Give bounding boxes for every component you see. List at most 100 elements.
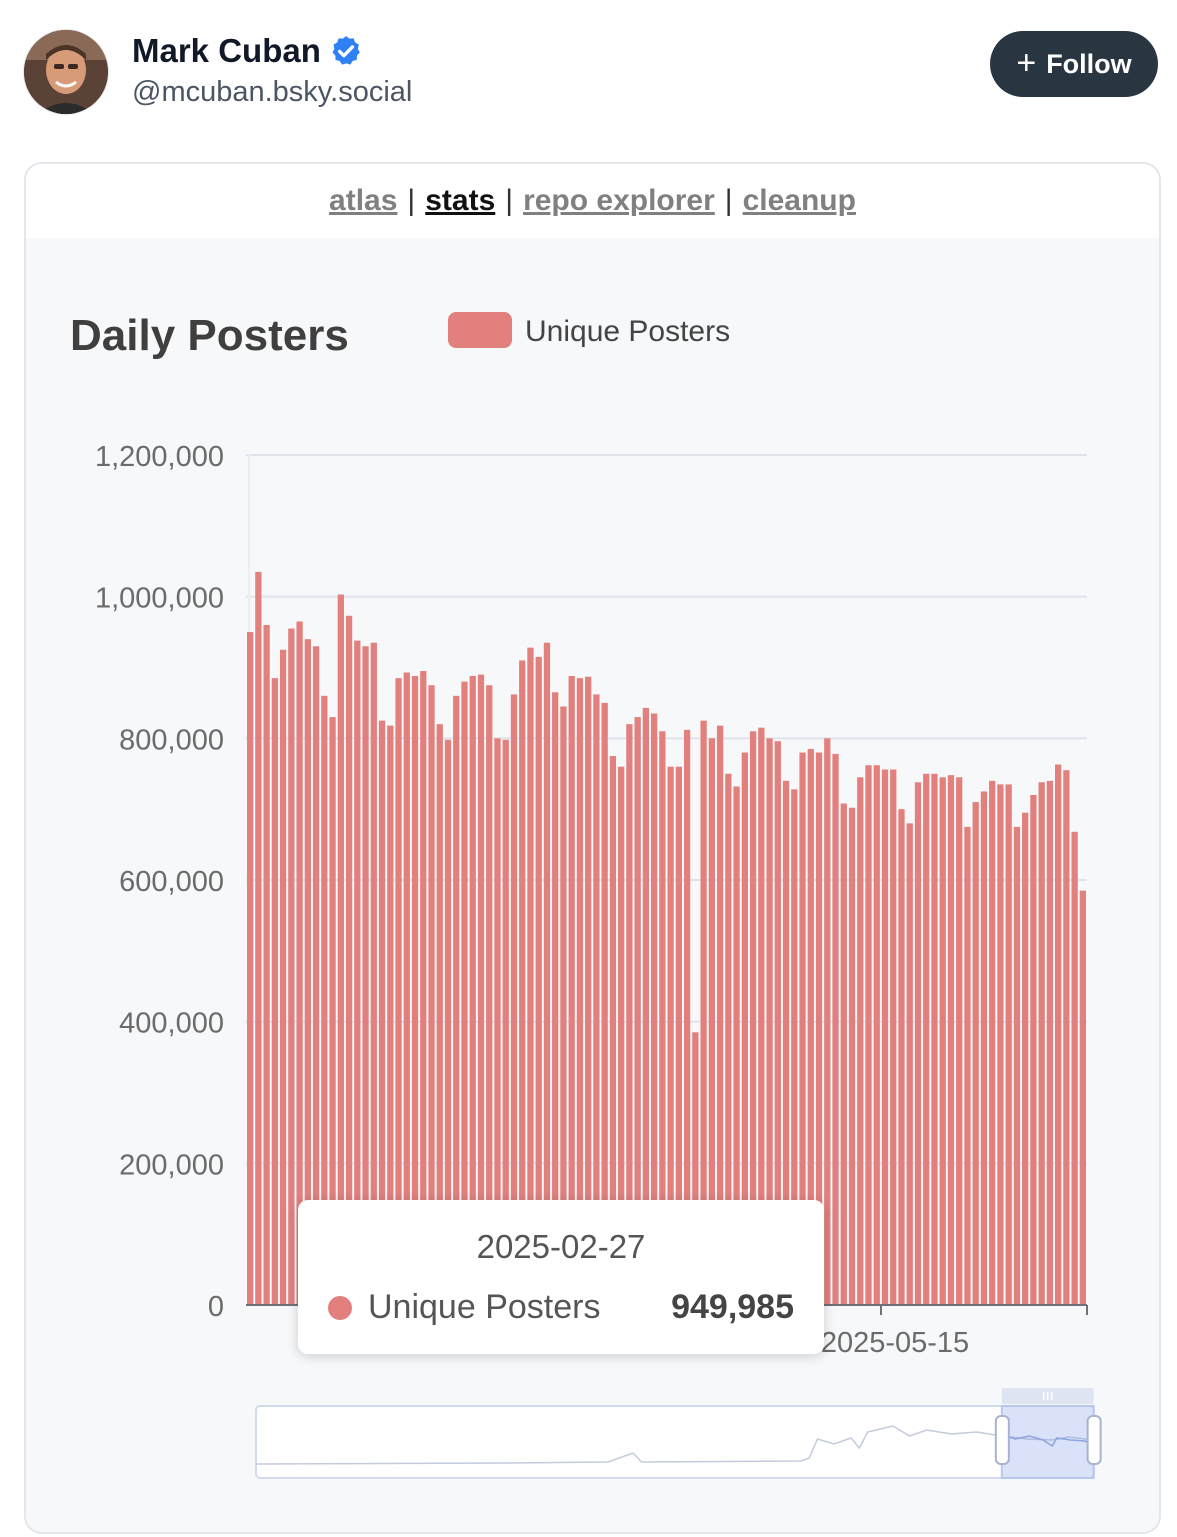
bar[interactable] bbox=[609, 756, 617, 1305]
bar[interactable] bbox=[321, 695, 328, 1305]
bar[interactable] bbox=[354, 640, 361, 1305]
bar[interactable] bbox=[947, 775, 955, 1305]
author-name[interactable]: Mark Cuban bbox=[132, 32, 321, 69]
bar[interactable] bbox=[494, 738, 501, 1305]
bar[interactable] bbox=[675, 766, 682, 1305]
bar[interactable] bbox=[304, 639, 311, 1305]
nav-link-stats[interactable]: stats bbox=[425, 184, 496, 217]
bar[interactable] bbox=[403, 672, 410, 1305]
bar[interactable] bbox=[428, 685, 435, 1305]
bar[interactable] bbox=[815, 752, 823, 1306]
bar[interactable] bbox=[914, 782, 922, 1305]
bar[interactable] bbox=[246, 632, 254, 1305]
avatar[interactable] bbox=[24, 30, 108, 114]
bar[interactable] bbox=[766, 738, 773, 1305]
bar[interactable] bbox=[486, 685, 493, 1305]
nav-link-atlas[interactable]: atlas bbox=[329, 184, 398, 217]
bar[interactable] bbox=[906, 823, 913, 1305]
bar[interactable] bbox=[642, 707, 650, 1306]
bar[interactable] bbox=[263, 625, 270, 1305]
bar[interactable] bbox=[667, 766, 674, 1305]
bar[interactable] bbox=[807, 748, 814, 1305]
bar[interactable] bbox=[791, 789, 798, 1305]
bar[interactable] bbox=[898, 809, 905, 1305]
bar[interactable] bbox=[502, 739, 509, 1305]
bar[interactable] bbox=[585, 676, 592, 1305]
bar[interactable] bbox=[576, 678, 584, 1306]
bar[interactable] bbox=[708, 738, 715, 1305]
bar[interactable] bbox=[1079, 890, 1087, 1306]
bar[interactable] bbox=[535, 656, 542, 1306]
bar[interactable] bbox=[601, 702, 608, 1305]
author-handle[interactable]: @mcuban.bsky.social bbox=[132, 76, 413, 108]
bar[interactable] bbox=[1055, 764, 1062, 1305]
bar[interactable] bbox=[552, 692, 559, 1305]
bar[interactable] bbox=[312, 646, 320, 1305]
bar[interactable] bbox=[626, 724, 633, 1305]
embedded-image-card[interactable]: atlas | stats | repo explorer | cleanup … bbox=[24, 162, 1161, 1534]
bar[interactable] bbox=[1071, 831, 1078, 1305]
bar[interactable] bbox=[964, 826, 971, 1306]
bar[interactable] bbox=[387, 725, 394, 1305]
slider-handle[interactable] bbox=[994, 1415, 1010, 1465]
slider-selected-window[interactable] bbox=[1000, 1405, 1095, 1479]
bar[interactable] bbox=[634, 717, 641, 1305]
bar[interactable] bbox=[527, 647, 534, 1305]
bar[interactable] bbox=[1030, 795, 1037, 1305]
bar[interactable] bbox=[700, 720, 707, 1306]
bar[interactable] bbox=[362, 646, 369, 1305]
follow-button[interactable]: + Follow bbox=[990, 31, 1158, 97]
bar[interactable] bbox=[741, 752, 748, 1306]
bar[interactable] bbox=[519, 660, 526, 1305]
bar[interactable] bbox=[997, 784, 1004, 1306]
bar[interactable] bbox=[345, 615, 353, 1305]
legend-swatch[interactable] bbox=[448, 312, 512, 348]
bar[interactable] bbox=[469, 676, 476, 1305]
slider-handle[interactable] bbox=[1086, 1415, 1102, 1465]
bar[interactable] bbox=[1013, 826, 1021, 1306]
bar[interactable] bbox=[477, 674, 485, 1305]
bar[interactable] bbox=[923, 773, 930, 1305]
slider-track[interactable] bbox=[255, 1405, 1095, 1479]
bar[interactable] bbox=[568, 676, 575, 1305]
bar[interactable] bbox=[420, 671, 427, 1305]
bar[interactable] bbox=[255, 571, 262, 1306]
bar[interactable] bbox=[989, 780, 996, 1305]
bar[interactable] bbox=[618, 766, 625, 1305]
bar[interactable] bbox=[881, 769, 889, 1306]
bar[interactable] bbox=[510, 694, 518, 1305]
bar[interactable] bbox=[692, 1032, 699, 1305]
bar[interactable] bbox=[560, 706, 567, 1305]
bar[interactable] bbox=[824, 738, 831, 1305]
bar[interactable] bbox=[832, 753, 839, 1305]
bar[interactable] bbox=[1005, 784, 1012, 1306]
bar[interactable] bbox=[733, 786, 740, 1306]
bar[interactable] bbox=[956, 777, 963, 1305]
data-zoom-slider[interactable] bbox=[255, 1388, 1102, 1479]
bar[interactable] bbox=[840, 803, 847, 1306]
bar[interactable] bbox=[939, 777, 946, 1305]
nav-link-cleanup[interactable]: cleanup bbox=[742, 184, 856, 217]
bar[interactable] bbox=[370, 642, 377, 1305]
nav-link-repo-explorer[interactable]: repo explorer bbox=[523, 184, 715, 217]
bar[interactable] bbox=[395, 678, 402, 1306]
bar[interactable] bbox=[782, 780, 790, 1305]
bar[interactable] bbox=[758, 727, 765, 1305]
bar[interactable] bbox=[931, 773, 938, 1305]
bar[interactable] bbox=[873, 765, 880, 1305]
bar[interactable] bbox=[543, 642, 551, 1305]
bar[interactable] bbox=[865, 765, 872, 1305]
bar[interactable] bbox=[683, 729, 691, 1305]
bar[interactable] bbox=[972, 802, 979, 1305]
bar[interactable] bbox=[453, 695, 460, 1305]
bar[interactable] bbox=[659, 731, 666, 1305]
bar[interactable] bbox=[329, 717, 336, 1305]
bar[interactable] bbox=[651, 713, 658, 1305]
bar[interactable] bbox=[716, 725, 724, 1305]
bar[interactable] bbox=[749, 731, 757, 1305]
bar[interactable] bbox=[411, 676, 419, 1305]
bar[interactable] bbox=[799, 752, 806, 1306]
bar[interactable] bbox=[271, 678, 278, 1306]
bar-series[interactable] bbox=[246, 571, 1087, 1306]
bar[interactable] bbox=[279, 649, 287, 1305]
